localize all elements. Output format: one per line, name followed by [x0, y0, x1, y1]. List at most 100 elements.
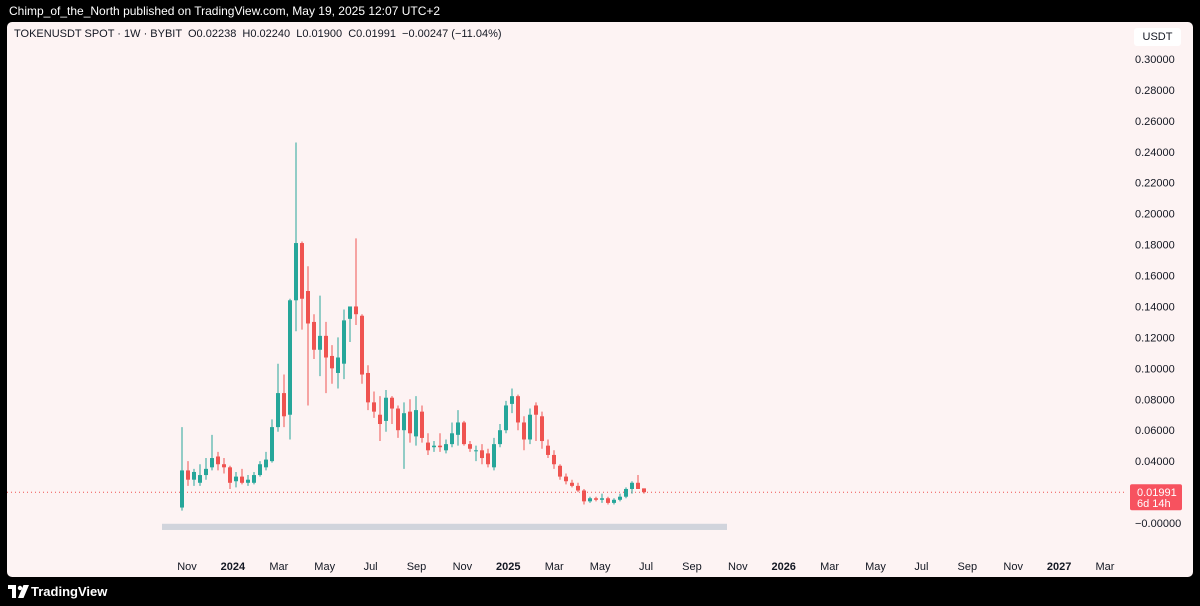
candle[interactable]	[564, 473, 568, 485]
candle[interactable]	[534, 402, 538, 442]
time-tick-label: May	[314, 561, 335, 573]
candle[interactable]	[462, 420, 466, 446]
candle[interactable]	[630, 481, 634, 494]
candle[interactable]	[402, 402, 406, 469]
candle[interactable]	[342, 309, 346, 380]
candle[interactable]	[522, 416, 526, 451]
candle[interactable]	[570, 479, 574, 488]
candle[interactable]	[414, 396, 418, 446]
candle[interactable]	[618, 493, 622, 502]
candle[interactable]	[516, 394, 520, 431]
candle[interactable]	[228, 465, 232, 489]
candle[interactable]	[264, 451, 268, 471]
candle[interactable]	[180, 427, 184, 511]
candle[interactable]	[438, 433, 442, 452]
candle-body	[282, 393, 286, 417]
candle[interactable]	[588, 496, 592, 503]
candle-body	[318, 335, 322, 350]
price-tick-label: 0.30000	[1135, 54, 1175, 66]
candle[interactable]	[426, 433, 430, 455]
candle[interactable]	[234, 471, 238, 488]
tradingview-brand[interactable]: TradingView	[31, 584, 108, 599]
candle[interactable]	[576, 482, 580, 493]
candle[interactable]	[192, 468, 196, 486]
candle[interactable]	[354, 238, 358, 326]
candle[interactable]	[360, 314, 364, 384]
candle[interactable]	[492, 437, 496, 471]
candle-body	[486, 453, 490, 465]
candle[interactable]	[384, 389, 388, 432]
candle[interactable]	[252, 471, 256, 485]
candle[interactable]	[282, 374, 286, 428]
candle[interactable]	[336, 337, 340, 389]
candle[interactable]	[348, 306, 352, 343]
candle[interactable]	[600, 493, 604, 503]
currency-unit-button[interactable]: USDT	[1134, 28, 1181, 46]
candle[interactable]	[330, 345, 334, 384]
candle[interactable]	[450, 422, 454, 448]
chart-panel[interactable]: 0.30000 0.28000 0.26000 0.24000 0.22000 0.200…	[7, 22, 1193, 577]
candle[interactable]	[432, 441, 436, 452]
candle[interactable]	[288, 298, 292, 440]
candle[interactable]	[222, 458, 226, 474]
support-zone-box[interactable]	[162, 523, 727, 530]
candle[interactable]	[312, 314, 316, 360]
candle[interactable]	[642, 488, 646, 494]
candle[interactable]	[606, 496, 610, 505]
symbol-ohlc-legend[interactable]: TOKENUSDT SPOT · 1W · BYBIT O0.02238 H0.…	[14, 28, 502, 40]
candle-body	[642, 488, 646, 493]
candle[interactable]	[540, 411, 544, 449]
candle[interactable]	[270, 419, 274, 463]
candle-body	[624, 488, 628, 497]
candle[interactable]	[612, 498, 616, 505]
candle[interactable]	[582, 488, 586, 505]
candle-body	[492, 444, 496, 468]
time-tick-label: Mar	[820, 561, 839, 573]
candle[interactable]	[456, 410, 460, 446]
time-tick-label: Nov	[177, 561, 197, 573]
candle[interactable]	[480, 444, 484, 465]
candle[interactable]	[300, 241, 304, 330]
time-axis[interactable]: Nov 2024 Mar May Jul Sep Nov 2025 Mar May Jul Sep No…	[177, 561, 1115, 573]
candle[interactable]	[186, 461, 190, 486]
candles-layer[interactable]	[180, 142, 646, 511]
candle[interactable]	[306, 266, 310, 406]
candle[interactable]	[594, 496, 598, 502]
candle[interactable]	[258, 461, 262, 477]
candle[interactable]	[504, 400, 508, 434]
candle[interactable]	[444, 439, 448, 454]
time-tick-label: Mar	[269, 561, 288, 573]
candle[interactable]	[246, 475, 250, 486]
time-tick-label: Nov	[1003, 561, 1023, 573]
candle[interactable]	[240, 468, 244, 485]
candle[interactable]	[474, 445, 478, 462]
candle[interactable]	[294, 142, 298, 332]
candle[interactable]	[210, 434, 214, 471]
candle[interactable]	[486, 448, 490, 468]
tradingview-logo-icon[interactable]	[8, 585, 30, 598]
candle[interactable]	[198, 464, 202, 486]
candle[interactable]	[552, 450, 556, 469]
candle[interactable]	[636, 475, 640, 489]
candle[interactable]	[204, 458, 208, 480]
candle[interactable]	[528, 408, 532, 445]
candle[interactable]	[558, 464, 562, 480]
candle[interactable]	[468, 441, 472, 452]
candlestick-chart[interactable]: 0.30000 0.28000 0.26000 0.24000 0.22000 0.200…	[7, 22, 1193, 577]
candle[interactable]	[366, 365, 370, 411]
candle[interactable]	[372, 391, 376, 418]
candle[interactable]	[318, 295, 322, 377]
price-axis[interactable]: 0.30000 0.28000 0.26000 0.24000 0.22000 0.200…	[1135, 54, 1181, 530]
candle[interactable]	[624, 487, 628, 499]
candle[interactable]	[390, 396, 394, 425]
candle[interactable]	[216, 451, 220, 471]
candle[interactable]	[396, 405, 400, 438]
candle[interactable]	[546, 439, 550, 459]
candle[interactable]	[420, 405, 424, 443]
candle[interactable]	[276, 363, 280, 432]
candle[interactable]	[378, 396, 382, 442]
candle[interactable]	[510, 388, 514, 414]
candle[interactable]	[324, 321, 328, 394]
candle[interactable]	[408, 399, 412, 443]
candle[interactable]	[498, 424, 502, 448]
